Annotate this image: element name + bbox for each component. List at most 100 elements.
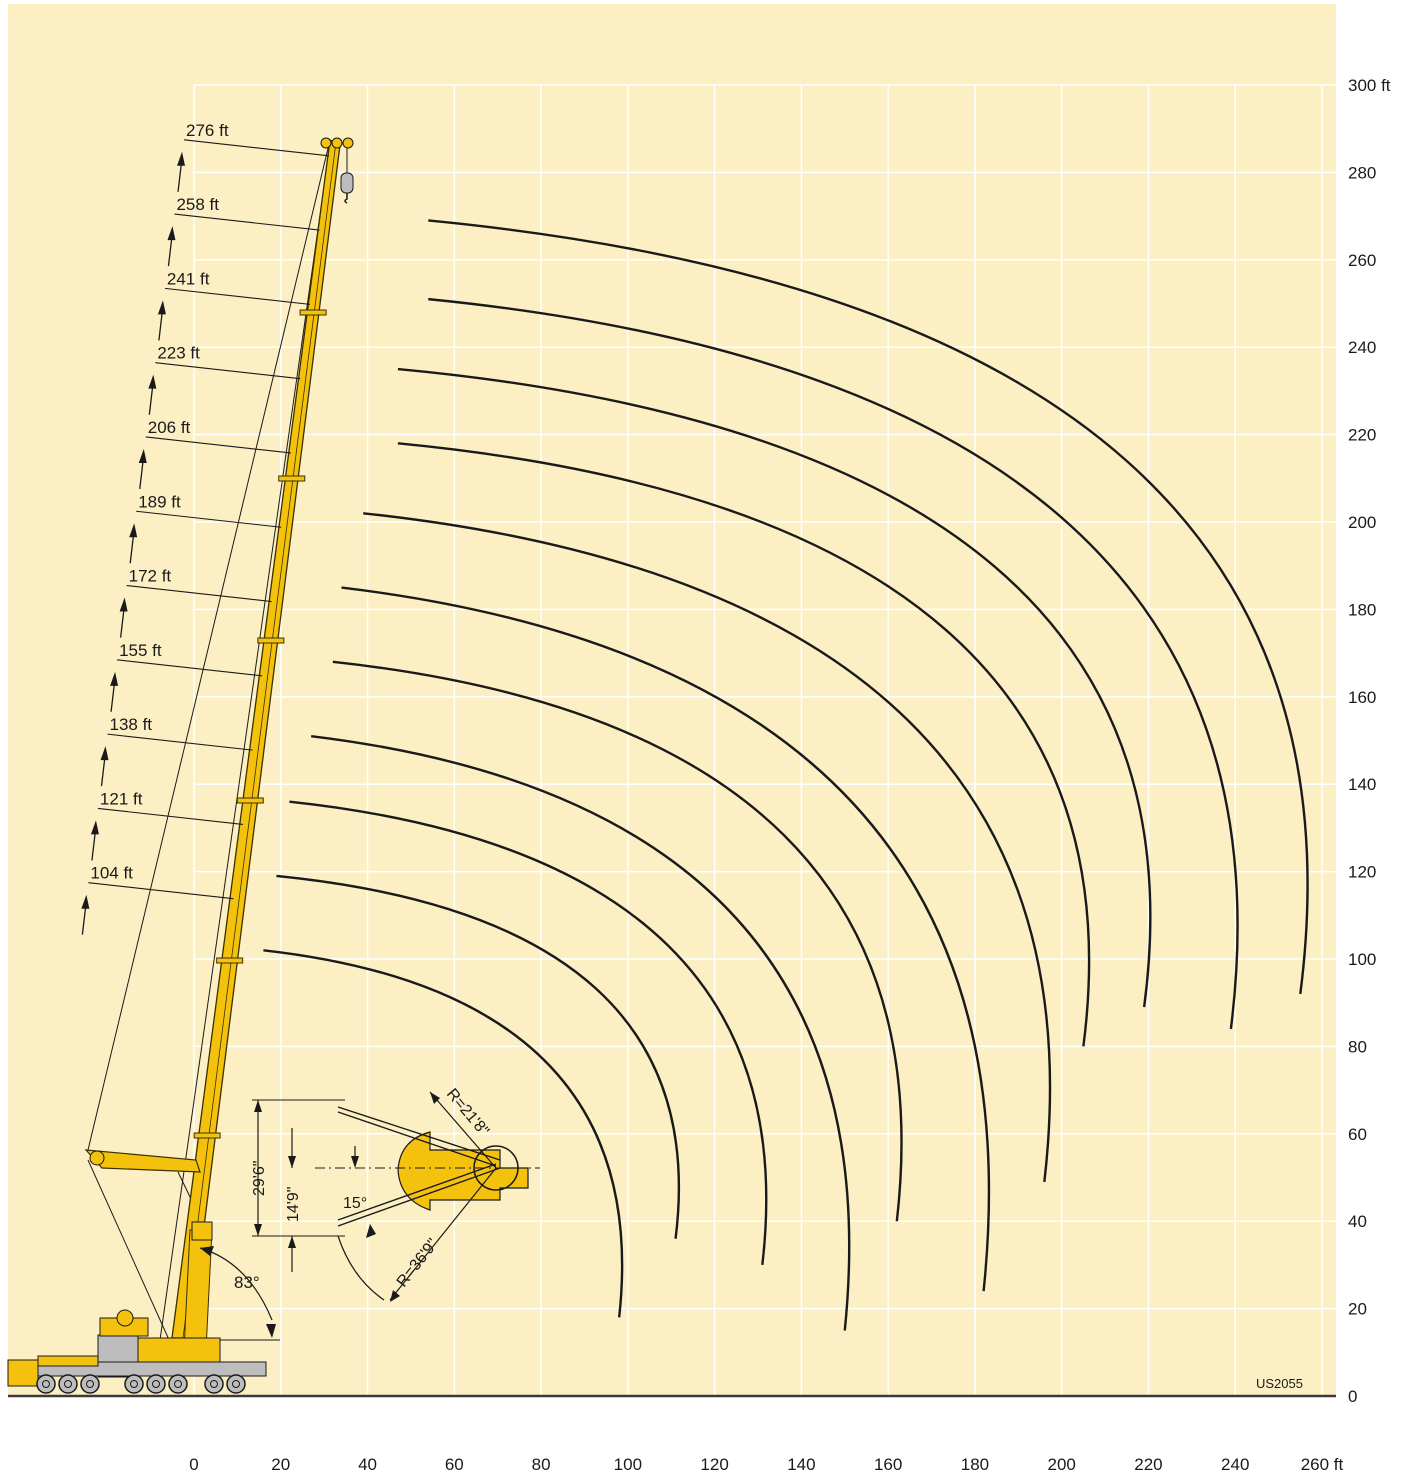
wheel: [124, 1374, 144, 1394]
carrier-cab: [7, 1359, 39, 1387]
x-tick-label: 80: [532, 1455, 551, 1474]
boom-length-leader: [164, 287, 310, 305]
y-tick-label: 280: [1348, 163, 1376, 182]
boom-joint: [278, 475, 306, 482]
angle-label: 83°: [234, 1273, 260, 1292]
boom-length-arrow-head: [129, 523, 138, 538]
boom-length-label: 104 ft: [90, 864, 133, 883]
x-tick-label: 60: [445, 1455, 464, 1474]
y-axis-tick-labels: 0 20 40 60 80 100 120 140 160 180 200 220 240 260 280 3…: [1348, 76, 1391, 1406]
range-curve: [289, 800, 768, 1266]
dim-angle-label: 15°: [343, 1195, 367, 1212]
boom-joint: [236, 797, 264, 804]
x-tick-label: 40: [358, 1455, 377, 1474]
boom-length-label: 206 ft: [148, 418, 191, 437]
wheel: [168, 1374, 188, 1394]
range-curve: [363, 512, 1052, 1183]
plot-background: [8, 4, 1336, 1396]
boom-length-label: 121 ft: [100, 789, 143, 808]
drawing-code: US2055: [1256, 1376, 1303, 1391]
wheel: [146, 1374, 166, 1394]
boom-head-sheave-2: [331, 137, 343, 149]
boom-length-arrow-head: [90, 820, 99, 835]
boom-joint: [299, 309, 327, 316]
x-tick-label: 100: [614, 1455, 642, 1474]
x-axis-tick-labels: 0 20 40 60 80 100 120 140 160 180 200 220 240 260 ft: [189, 1455, 1343, 1474]
x-tick-label: 240: [1221, 1455, 1249, 1474]
y-tick-label: 20: [1348, 1300, 1367, 1319]
wheel-hub: [232, 1380, 240, 1388]
inset-jib-lower-2: [337, 1163, 497, 1221]
boom-joint: [216, 957, 244, 964]
y-tick-label: 220: [1348, 426, 1376, 445]
boom-length-label: 189 ft: [138, 492, 181, 511]
x-tick-label: 120: [700, 1455, 728, 1474]
boom-length-arrow-head: [100, 746, 109, 761]
inset-radius-top-leader: [429, 1091, 497, 1169]
boom-length-leader: [97, 807, 243, 825]
y-tick-label: 120: [1348, 863, 1376, 882]
boom-length-leader: [145, 436, 291, 454]
y-tick-label: 0: [1348, 1387, 1357, 1406]
boom-length-arrow-head: [148, 374, 157, 389]
angle-arrow-top: [200, 1246, 214, 1256]
boom-length-label: 276 ft: [186, 121, 229, 140]
dim-inner-arrow-top: [288, 1156, 296, 1168]
range-curve: [397, 442, 1091, 1047]
inset-radius-bottom-leader: [389, 1167, 497, 1301]
suspension-rope-2: [159, 144, 331, 1341]
wheel-hub: [86, 1380, 94, 1388]
y-tick-label: 240: [1348, 338, 1376, 357]
x-tick-label: 180: [961, 1455, 989, 1474]
y-tick-label: 140: [1348, 775, 1376, 794]
boom-length-arrow-head: [157, 300, 166, 315]
dim-angle-arrow-lower: [366, 1224, 376, 1238]
y-tick-label: 40: [1348, 1212, 1367, 1231]
boom-length-arrow-head: [138, 448, 147, 463]
dim-angle-arrow: [351, 1156, 359, 1168]
boom-length-leader: [155, 362, 301, 380]
boom-length-leader: [126, 585, 272, 603]
carrier-deck: [37, 1355, 99, 1367]
boom-head-sheave-1: [320, 137, 332, 149]
dim-inner-label: 14'9": [285, 1187, 302, 1222]
boom-joint: [257, 637, 285, 644]
x-tick-label: 220: [1134, 1455, 1162, 1474]
derrick-sheave: [89, 1150, 105, 1166]
boom-inner-line: [182, 141, 337, 1339]
dim-inner-arrow-bottom: [288, 1236, 296, 1248]
y-tick-label: 260: [1348, 251, 1376, 270]
y-tick-label: 80: [1348, 1037, 1367, 1056]
hook-block: [340, 172, 354, 194]
boom-length-arrow-head: [167, 226, 176, 241]
x-tick-label: 200: [1048, 1455, 1076, 1474]
boom-length-labels: 104 ft 121 ft 138 ft 155 ft 172 ft 189 ft 206 …: [81, 121, 330, 935]
x-tick-label: 0: [189, 1455, 198, 1474]
wheel-hub: [42, 1380, 50, 1388]
hook: [344, 193, 348, 204]
wheel: [36, 1374, 56, 1394]
boom-length-label: 172 ft: [129, 567, 172, 586]
x-tick-label: 20: [271, 1455, 290, 1474]
boom-length-label: 258 ft: [176, 195, 219, 214]
boom-length-leader: [88, 882, 234, 900]
boom-length-arrow-head: [110, 671, 119, 686]
boom-length-label: 155 ft: [119, 641, 162, 660]
inset-arc-15deg: [337, 1235, 385, 1301]
suspension-rope-1: [87, 139, 331, 1151]
wheel-hub: [174, 1380, 182, 1388]
y-tick-label: 180: [1348, 600, 1376, 619]
suspension-rope-3: [87, 1159, 171, 1343]
boom-length-arrow-head: [119, 597, 128, 612]
x-tick-label: 160: [874, 1455, 902, 1474]
y-tick-label: 100: [1348, 950, 1376, 969]
dim-outer-arrow-top: [254, 1100, 262, 1112]
boom-length-leader: [183, 139, 330, 157]
carrier-wheels: [36, 1374, 246, 1394]
range-curve: [428, 219, 1309, 995]
range-curve: [332, 660, 903, 1222]
boom-length-arrow-head: [81, 894, 90, 909]
range-curve: [263, 949, 624, 1318]
